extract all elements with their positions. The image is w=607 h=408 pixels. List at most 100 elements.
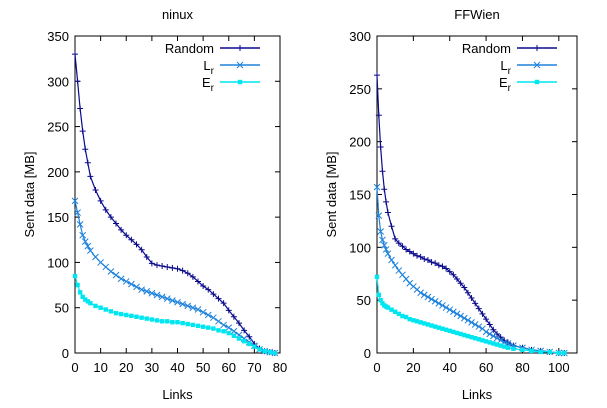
data-point — [406, 248, 413, 255]
data-point — [377, 143, 384, 150]
data-point — [74, 78, 81, 85]
data-point — [76, 221, 84, 228]
data-point — [443, 265, 450, 272]
data-point — [148, 289, 156, 297]
data-point — [134, 314, 139, 319]
legend-label-subscript: r — [211, 66, 215, 77]
legend-label: Lr — [500, 58, 511, 77]
data-point — [479, 310, 486, 317]
series-lr — [373, 183, 568, 357]
legend-label: Er — [499, 75, 512, 94]
data-point — [384, 250, 392, 258]
x-tick-label: 30 — [145, 360, 159, 375]
data-point — [534, 45, 540, 51]
data-point — [195, 323, 201, 329]
data-point — [425, 322, 431, 327]
data-point — [174, 265, 181, 272]
data-point — [149, 317, 155, 322]
data-point — [199, 308, 207, 316]
y-tick-label: 50 — [55, 301, 69, 316]
data-point — [200, 282, 207, 289]
data-point — [391, 261, 399, 269]
data-point — [424, 257, 431, 264]
data-point — [411, 318, 416, 323]
data-point — [194, 306, 202, 313]
data-point — [497, 336, 504, 344]
data-point — [180, 320, 185, 326]
legend-label: Lr — [203, 58, 214, 77]
series-line — [376, 75, 565, 354]
data-point — [383, 198, 390, 205]
data-point — [129, 313, 134, 319]
data-point — [138, 246, 145, 253]
data-point — [379, 168, 386, 175]
data-point — [407, 316, 412, 322]
x-tick-label: 10 — [93, 360, 107, 375]
data-point — [379, 236, 386, 244]
data-point — [389, 307, 394, 312]
data-point — [236, 336, 242, 341]
data-point — [417, 253, 424, 260]
data-point — [403, 246, 410, 253]
y-tick-label: 300 — [47, 74, 69, 89]
data-point — [562, 350, 567, 356]
data-point — [138, 286, 145, 293]
data-point — [432, 260, 439, 267]
data-point — [92, 186, 99, 193]
data-point — [556, 350, 562, 356]
data-point — [505, 345, 511, 350]
data-point — [154, 262, 160, 269]
data-point — [414, 319, 420, 324]
legend-label-subscript: r — [211, 83, 215, 94]
x-tick-label: 80 — [515, 360, 529, 375]
data-point — [118, 226, 125, 233]
data-point — [490, 332, 497, 340]
data-point — [98, 305, 103, 310]
data-point — [93, 303, 98, 309]
data-point — [529, 348, 534, 354]
data-point — [472, 336, 478, 341]
series-er — [72, 273, 278, 356]
x-tick-label: 20 — [119, 360, 133, 375]
data-point — [375, 112, 382, 119]
data-point — [446, 306, 454, 314]
data-point — [533, 61, 541, 69]
data-point — [428, 259, 435, 266]
data-point — [87, 247, 94, 255]
series-random — [72, 51, 278, 356]
data-point — [400, 313, 405, 319]
data-point — [417, 289, 424, 297]
data-point — [436, 325, 442, 330]
data-point — [128, 236, 135, 243]
y-tick-label: 200 — [47, 165, 69, 180]
data-point — [210, 314, 217, 322]
data-point — [128, 280, 135, 288]
data-point — [392, 309, 398, 314]
data-point — [374, 72, 380, 79]
data-point — [195, 278, 201, 285]
data-point — [374, 274, 380, 280]
data-point — [225, 324, 233, 331]
data-point — [447, 328, 452, 334]
data-point — [468, 295, 475, 302]
data-point — [185, 321, 190, 327]
data-point — [378, 297, 383, 303]
data-point — [476, 337, 482, 342]
data-point — [103, 307, 108, 312]
data-point — [373, 183, 381, 191]
data-point — [450, 271, 457, 278]
chart-title: ninux — [162, 7, 194, 22]
data-point — [118, 311, 124, 317]
data-point — [123, 232, 130, 239]
x-tick-label: 60 — [479, 360, 493, 375]
y-tick-label: 100 — [47, 255, 69, 270]
data-point — [205, 286, 212, 293]
data-point — [538, 349, 543, 355]
data-point — [237, 79, 243, 85]
data-point — [395, 240, 402, 247]
data-point — [221, 329, 226, 334]
data-point — [424, 293, 432, 301]
data-point — [458, 331, 463, 337]
chart-ffwien: FFWien 0 50 100 150 200 250 300 0 20 40 60 80 100 Link… — [324, 7, 578, 402]
